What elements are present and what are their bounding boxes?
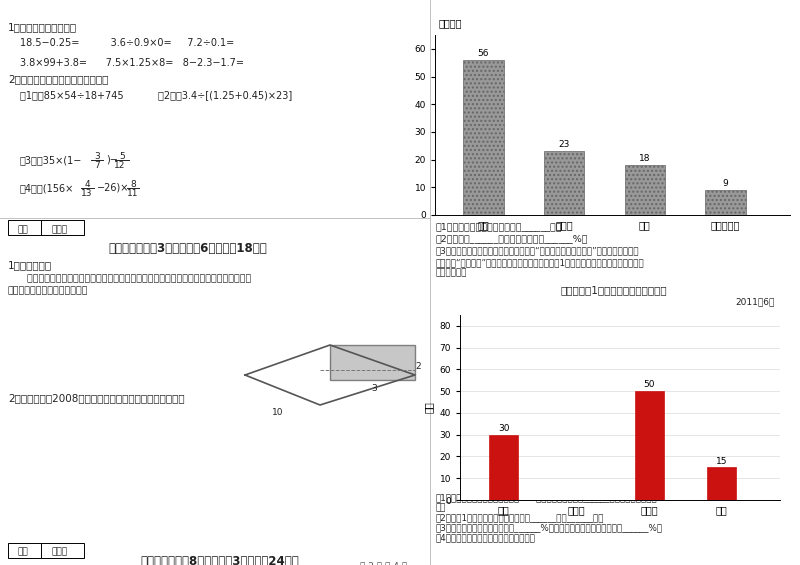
Text: 13: 13 [82,189,93,198]
Text: 第 2 页 共 4 页: 第 2 页 共 4 页 [360,561,407,565]
Text: 10: 10 [272,408,284,417]
Text: 1．图形计算。: 1．图形计算。 [8,260,52,270]
Text: 5: 5 [119,152,125,161]
Text: 3: 3 [371,384,377,393]
Text: 11: 11 [127,189,138,198]
Text: 整。: 整。 [436,503,446,512]
Text: 18: 18 [639,154,650,163]
Text: −26)×: −26)× [97,183,130,193]
Bar [8,543,41,558]
Text: 56: 56 [478,49,489,58]
Text: 2011年6月: 2011年6月 [736,297,775,306]
Text: 2．用递等式计算，能简算的简算。: 2．用递等式计算，能简算的简算。 [8,74,108,84]
Text: 得分: 得分 [17,547,28,557]
Text: 7: 7 [94,161,100,170]
Bar [489,434,518,500]
Polygon shape [330,345,415,380]
Text: 五、综合题（关3小题，每题6分，共膇18分）: 五、综合题（关3小题，每题6分，共膇18分） [108,242,266,255]
Text: 六、应用题（关8小题，每题3分，共膇24分）: 六、应用题（关8小题，每题3分，共膇24分） [140,555,298,565]
Text: （2）北京得______票，占得票总数的______%。: （2）北京得______票，占得票总数的______%。 [436,234,589,243]
Text: 单位：票: 单位：票 [438,18,462,28]
Text: 23: 23 [558,140,570,149]
Text: 1．直接写出计算结果。: 1．直接写出计算结果。 [8,22,77,32]
Text: 4: 4 [84,180,90,189]
Bar [707,467,736,500]
Text: （1）闯红灯的汽车数量是摩托车的759，闯红灯的摩托车有______辆，将统计图补充完: （1）闯红灯的汽车数量是摩托车的759，闯红灯的摩托车有______辆，将统计图… [436,493,658,502]
Bar [625,165,665,215]
Text: （4）看了上面的统计图，你有什么想法？: （4）看了上面的统计图，你有什么想法？ [436,533,536,542]
Text: 18.5−0.25=          3.6÷0.9×0=     7.2÷0.1=: 18.5−0.25= 3.6÷0.9×0= 7.2÷0.1= [20,38,234,48]
Text: 评卷人: 评卷人 [52,225,68,234]
Text: 50: 50 [643,380,655,389]
Text: 2: 2 [415,362,421,371]
Text: 如图是由两个相同的直角梯形重叠而成的，图中只标出三个数据（单位：厘米），图中阴: 如图是由两个相同的直角梯形重叠而成的，图中只标出三个数据（单位：厘米），图中阴 [18,274,251,283]
Text: 影部分的面积是多少平方厘米？: 影部分的面积是多少平方厘米？ [8,286,89,295]
Text: )−: )− [106,155,118,165]
Bar [463,60,503,215]
Text: 15: 15 [716,457,727,466]
Text: 12: 12 [114,161,126,170]
Text: （3）闯红灯的行人数量是汽车的______%，闯红灯的汽车数量是电动车的______%。: （3）闯红灯的行人数量是汽车的______%，闯红灯的汽车数量是电动车的____… [436,523,663,532]
Bar [8,220,41,235]
Text: 30: 30 [498,424,510,433]
Text: 9: 9 [722,179,728,188]
Text: 计图，如图：: 计图，如图： [436,268,467,277]
Y-axis label: 数量: 数量 [424,402,434,414]
Bar [41,543,84,558]
Bar [706,190,746,215]
Text: 得分: 得分 [17,225,28,234]
Bar [544,151,584,215]
Bar [41,220,84,235]
Text: 2．下面是申报2008年奥运会主办城市的得票情况统计图。: 2．下面是申报2008年奥运会主办城市的得票情况统计图。 [8,393,185,403]
Text: （1）、85×54÷18+745           （2）、3.4÷[(1.25+0.45)×23]: （1）、85×54÷18+745 （2）、3.4÷[(1.25+0.45)×23… [20,90,292,100]
Text: 8: 8 [130,180,136,189]
Text: （3）投票结果一出来，报纸、电视都说：“北京得票是数遥遥领先”，为什么这样说？: （3）投票结果一出来，报纸、电视都说：“北京得票是数遥遥领先”，为什么这样说？ [436,246,640,255]
Text: （1）四个申办城市的得票总数是______票。: （1）四个申办城市的得票总数是______票。 [436,222,562,231]
Text: 3.8×99+3.8=      7.5×1.25×8=   8−2.3−1.7=: 3.8×99+3.8= 7.5×1.25×8= 8−2.3−1.7= [20,58,244,68]
Text: 3: 3 [94,152,100,161]
Text: （4）、(156×: （4）、(156× [20,183,74,193]
Text: 评卷人: 评卷人 [52,547,68,557]
Text: 某十字路口1小时内闯红灯情况统计图: 某十字路口1小时内闯红灯情况统计图 [561,285,667,295]
Text: （3）、35×(1−: （3）、35×(1− [20,155,82,165]
Text: 为了创建“文明城市”，交通部门在某个十字路口统计1个小时内闯红灯的情况，制成了统: 为了创建“文明城市”，交通部门在某个十字路口统计1个小时内闯红灯的情况，制成了统 [436,258,645,267]
Bar [634,391,664,500]
Text: （2）在这1小时内，闯红灯的最多的是______，有______辆。: （2）在这1小时内，闯红灯的最多的是______，有______辆。 [436,513,605,522]
